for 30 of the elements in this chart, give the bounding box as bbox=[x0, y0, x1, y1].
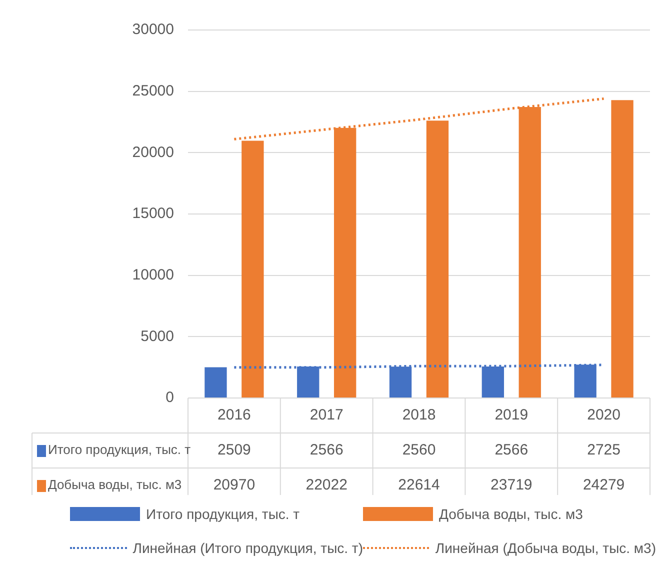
y-tick-label: 20000 bbox=[132, 144, 174, 161]
data-label: 2509 bbox=[218, 442, 251, 459]
data-label: 2566 bbox=[494, 442, 528, 459]
y-tick-label: 0 bbox=[166, 389, 174, 406]
text: Итого продукция, тыс. т bbox=[146, 506, 300, 522]
x-tick-label: 2018 bbox=[402, 406, 436, 424]
data-label: 2566 bbox=[310, 442, 344, 459]
legend-label: Добыча воды, тыс. м3 bbox=[48, 477, 182, 492]
y-tick-label: 25000 bbox=[132, 82, 174, 100]
bar bbox=[611, 100, 634, 398]
bar bbox=[204, 367, 227, 398]
y-tick-label: 30000 bbox=[132, 21, 174, 38]
text: Добыча воды, тыс. м3 bbox=[439, 506, 583, 522]
data-label: 22614 bbox=[398, 476, 440, 494]
y-tick-label: 10000 bbox=[132, 266, 174, 284]
legend-label: Итого продукция, тыс. т bbox=[48, 442, 191, 458]
x-tick-label: 2017 bbox=[310, 406, 344, 424]
x-tick-label: 2019 bbox=[494, 406, 528, 424]
y-tick-label: 5000 bbox=[140, 328, 174, 345]
y-tick-label: 15000 bbox=[132, 205, 174, 222]
x-tick-label: 2020 bbox=[587, 406, 620, 424]
data-label: 22022 bbox=[306, 476, 348, 494]
data-label: 24279 bbox=[582, 476, 625, 494]
legend-label: Линейная (Добыча воды, тыс. м3) bbox=[435, 540, 656, 556]
data-label: 2560 bbox=[402, 442, 436, 459]
data-label: 20970 bbox=[213, 476, 256, 494]
data-label: 2725 bbox=[587, 442, 620, 459]
data-label: 23719 bbox=[490, 476, 532, 494]
legend-label: Линейная (Итого продукция, тыс. т) bbox=[132, 540, 363, 556]
x-tick-label: 2016 bbox=[218, 406, 251, 424]
